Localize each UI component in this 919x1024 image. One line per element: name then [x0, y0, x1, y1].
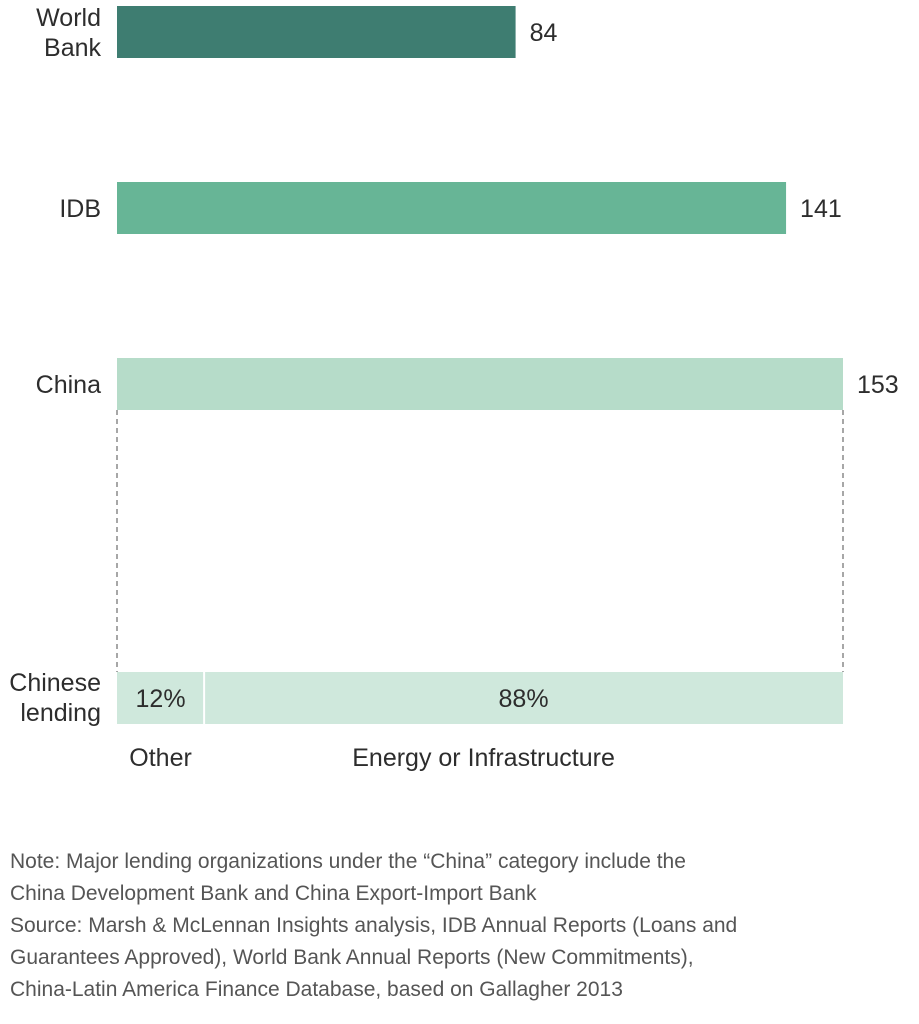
category-label: World [36, 4, 101, 32]
source-line-2: Guarantees Approved), World Bank Annual … [10, 946, 694, 969]
value-label: 141 [800, 195, 842, 223]
segment-name: Other [129, 744, 192, 772]
category-label: China [36, 371, 101, 399]
category-label: IDB [59, 195, 101, 223]
source-line-1: Source: Marsh & McLennan Insights analys… [10, 914, 738, 937]
category-label: lending [20, 699, 101, 727]
segment-other [117, 672, 205, 724]
value-label: 153 [857, 371, 899, 399]
segment-label: 88% [499, 685, 549, 713]
bar-idb [117, 182, 787, 234]
category-label: Chinese [9, 669, 101, 697]
note-line-2: China Development Bank and China Export-… [10, 882, 537, 905]
bar-china [117, 358, 843, 410]
segment-label: 12% [136, 685, 186, 713]
source-line-3: China-Latin America Finance Database, ba… [10, 978, 623, 1001]
note-line-1: Note: Major lending organizations under … [10, 850, 686, 873]
bar-world-bank [117, 6, 516, 58]
segment-energy-or-infrastructure [204, 672, 843, 724]
chart-notes: Note: Major lending organizations under … [10, 846, 910, 1006]
value-label: 84 [530, 19, 558, 47]
segment-name: Energy or Infrastructure [352, 744, 615, 772]
category-label: Bank [44, 34, 101, 62]
